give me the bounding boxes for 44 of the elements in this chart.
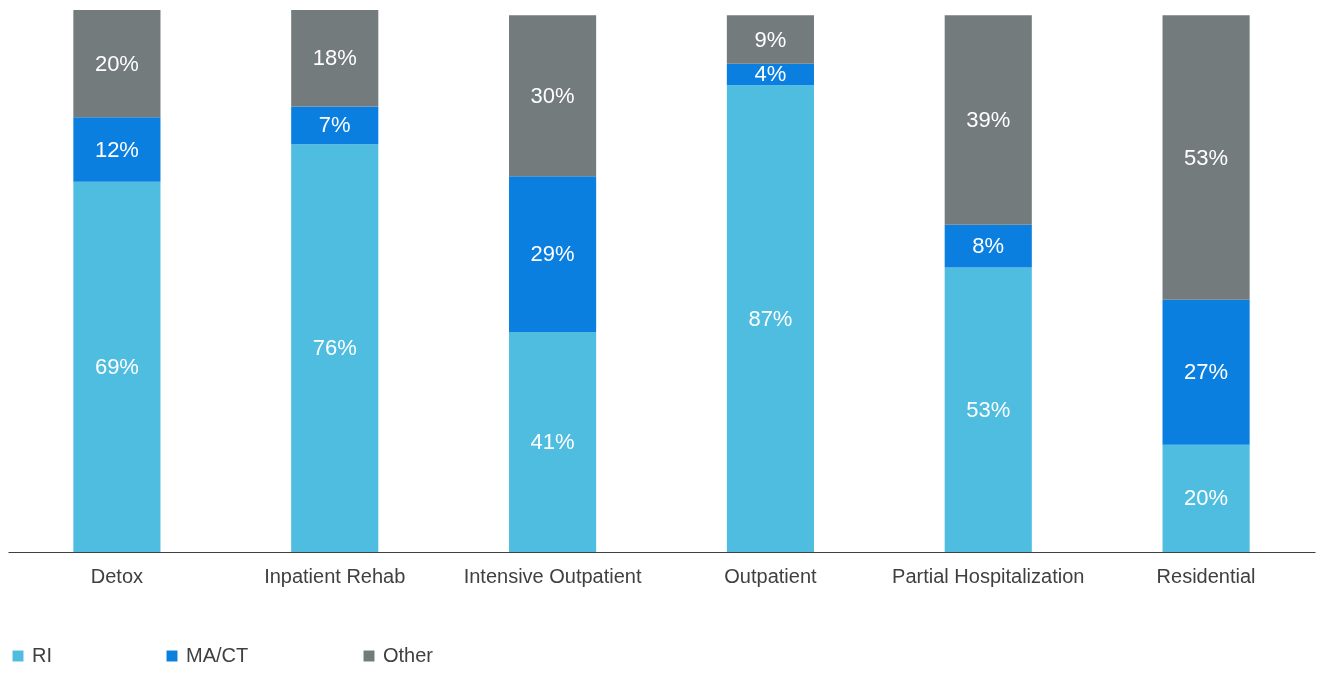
x-tick-label: Outpatient xyxy=(724,564,817,587)
x-tick-label: Intensive Outpatient xyxy=(463,564,642,587)
bar xyxy=(509,176,597,332)
bar xyxy=(509,331,597,552)
data-label: 20% xyxy=(1184,485,1229,511)
bar xyxy=(509,15,597,177)
data-label: 8% xyxy=(972,233,1005,259)
bar xyxy=(73,10,161,118)
data-label: 27% xyxy=(1184,359,1229,385)
data-label: 41% xyxy=(530,428,575,454)
bar xyxy=(1162,15,1250,300)
bar xyxy=(944,224,1032,268)
legend-label: Other xyxy=(383,644,434,666)
data-label: 53% xyxy=(966,396,1011,422)
x-tick-label: Detox xyxy=(90,564,144,587)
bar xyxy=(944,267,1032,552)
data-label: 9% xyxy=(754,26,787,52)
bar xyxy=(726,85,814,552)
data-label: 12% xyxy=(94,136,139,162)
x-tick-label: Inpatient Rehab xyxy=(264,564,406,587)
bar xyxy=(291,10,379,107)
data-label: 29% xyxy=(530,241,575,267)
legend-label: RI xyxy=(32,644,52,666)
x-tick-label: Partial Hospitalization xyxy=(892,564,1085,587)
data-label: 53% xyxy=(1184,144,1229,170)
data-label: 18% xyxy=(312,45,357,71)
bar xyxy=(1162,299,1250,445)
data-label: 30% xyxy=(530,82,575,108)
bar xyxy=(73,181,161,552)
x-tick-label: Residential xyxy=(1156,564,1256,587)
bar xyxy=(1162,444,1250,552)
data-label: 20% xyxy=(94,50,139,76)
legend-label: MA/CT xyxy=(186,644,249,666)
data-label: 69% xyxy=(94,353,139,379)
bar xyxy=(291,106,379,145)
bar xyxy=(291,144,379,552)
data-label: 87% xyxy=(748,305,793,331)
data-label: 7% xyxy=(318,112,351,138)
data-label: 39% xyxy=(966,107,1011,133)
bar xyxy=(726,15,814,64)
bar xyxy=(73,117,161,182)
bar xyxy=(944,15,1032,225)
data-label: 76% xyxy=(312,335,357,361)
data-label: 4% xyxy=(754,61,787,87)
